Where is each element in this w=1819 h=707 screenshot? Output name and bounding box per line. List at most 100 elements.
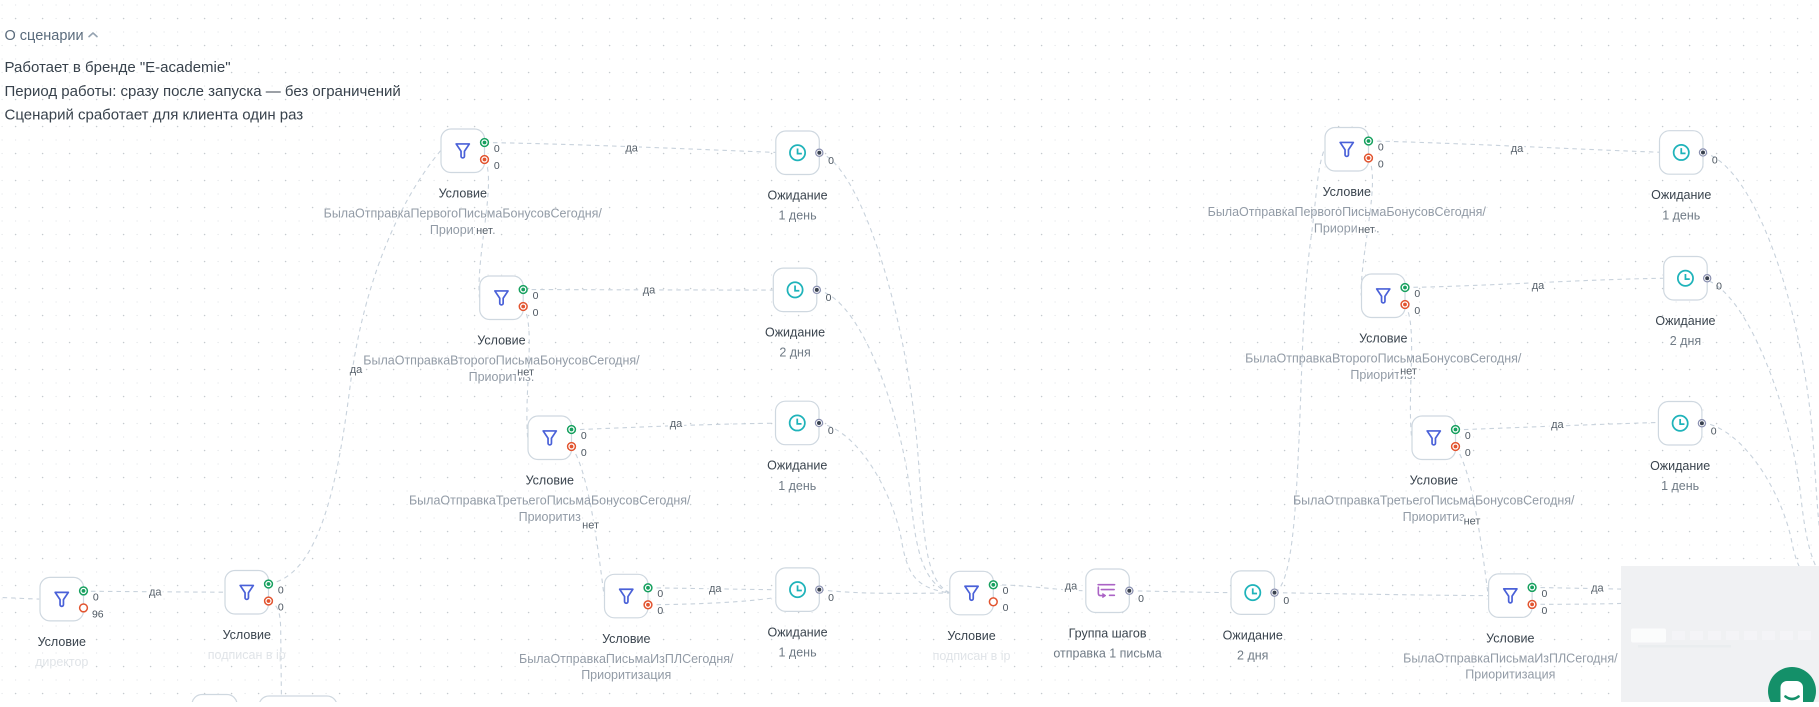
svg-text:1 день: 1 день [779, 209, 817, 223]
svg-text:0: 0 [1283, 595, 1289, 607]
svg-text:Условие: Условие [947, 629, 995, 643]
svg-text:да: да [1551, 419, 1564, 431]
svg-text:0: 0 [533, 307, 539, 319]
svg-text:Приоритизация: Приоритизация [1465, 668, 1555, 682]
svg-text:О сценарии: О сценарии [5, 28, 84, 44]
svg-text:нет: нет [1400, 366, 1417, 378]
svg-text:БылаОтправкаТретьегоПисьмаБону: БылаОтправкаТретьегоПисьмаБонусовСегодня… [409, 494, 691, 508]
svg-text:0: 0 [1378, 158, 1384, 170]
svg-text:96: 96 [92, 608, 104, 620]
svg-text:Ожидание: Ожидание [1223, 628, 1283, 642]
svg-text:Сценарий сработает для клиента: Сценарий сработает для клиента один раз [5, 107, 304, 124]
svg-text:нет: нет [517, 367, 534, 379]
svg-text:1 день: 1 день [779, 646, 817, 660]
svg-text:Группа шагов: Группа шагов [1069, 627, 1147, 641]
svg-text:нет: нет [1464, 516, 1481, 528]
svg-text:0: 0 [1138, 593, 1144, 605]
svg-text:0: 0 [533, 290, 539, 302]
svg-text:Условие: Условие [1359, 332, 1407, 346]
svg-text:0: 0 [828, 592, 834, 604]
svg-text:0: 0 [1541, 605, 1547, 617]
svg-text:0: 0 [494, 143, 500, 155]
svg-text:Приоритиз.: Приоритиз. [469, 370, 535, 384]
svg-text:2 дня: 2 дня [1237, 649, 1268, 663]
svg-text:Ожидание: Ожидание [767, 625, 827, 639]
svg-text:0: 0 [657, 605, 663, 617]
svg-text:нет: нет [582, 520, 599, 532]
svg-text:да: да [1511, 143, 1524, 155]
svg-text:директор: директор [35, 655, 88, 669]
svg-text:Условие: Условие [38, 635, 86, 649]
svg-text:Приоритиз: Приоритиз [519, 510, 582, 524]
svg-text:0: 0 [828, 155, 834, 167]
svg-text:Ожидание: Ожидание [767, 459, 827, 473]
svg-text:нет: нет [1358, 224, 1375, 236]
svg-text:Приоритиз.: Приоритиз. [1314, 221, 1380, 235]
svg-text:Приоритиз.: Приоритиз. [1350, 368, 1416, 382]
svg-text:0: 0 [494, 160, 500, 172]
svg-text:Условие: Условие [602, 632, 650, 646]
svg-text:да: да [1065, 581, 1078, 593]
svg-text:0: 0 [93, 591, 99, 603]
svg-text:да: да [670, 418, 683, 430]
svg-text:Условие: Условие [526, 474, 574, 488]
svg-text:Ожидание: Ожидание [765, 326, 825, 340]
svg-text:БылаОтправкаПисьмаИзПЛСегодня/: БылаОтправкаПисьмаИзПЛСегодня/ [1403, 652, 1618, 666]
svg-text:Период работы: сразу после зап: Период работы: сразу после запуска — без… [5, 83, 401, 100]
svg-text:2 дня: 2 дня [779, 346, 810, 360]
svg-text:0: 0 [1414, 305, 1420, 317]
svg-text:Работает в бренде "E-academie": Работает в бренде "E-academie" [5, 59, 231, 76]
svg-text:0: 0 [581, 447, 587, 459]
svg-text:0: 0 [826, 292, 832, 304]
svg-text:отправка 1 письма: отправка 1 письма [1053, 647, 1161, 661]
svg-text:2 дня: 2 дня [1670, 334, 1701, 348]
svg-text:БылаОтправкаПисьмаИзПЛСегодня/: БылаОтправкаПисьмаИзПЛСегодня/ [519, 652, 734, 666]
svg-text:0: 0 [1465, 430, 1471, 442]
svg-text:0: 0 [1465, 447, 1471, 459]
svg-text:нет: нет [476, 225, 493, 237]
svg-text:0: 0 [1003, 602, 1009, 614]
svg-text:Ожидание: Ожидание [1650, 459, 1710, 473]
svg-text:да: да [643, 285, 656, 297]
svg-text:0: 0 [1541, 588, 1547, 600]
svg-text:подписан в ip: подписан в ip [208, 648, 286, 662]
svg-text:Условие: Условие [439, 187, 487, 201]
svg-text:0: 0 [1716, 280, 1722, 292]
svg-text:БылаОтправкаВторогоПисьмаБонус: БылаОтправкаВторогоПисьмаБонусовСегодня/ [363, 354, 640, 368]
svg-text:да: да [149, 586, 162, 598]
svg-text:0: 0 [278, 584, 284, 596]
svg-text:да: да [625, 143, 638, 155]
svg-text:0: 0 [581, 430, 587, 442]
svg-text:да: да [1591, 583, 1604, 595]
svg-text:1 день: 1 день [1662, 208, 1700, 222]
svg-text:0: 0 [657, 588, 663, 600]
svg-text:0: 0 [828, 425, 834, 437]
svg-text:Ожидание: Ожидание [767, 189, 827, 203]
svg-text:Условие: Условие [1486, 631, 1534, 645]
svg-text:1 день: 1 день [778, 479, 816, 493]
svg-text:0: 0 [1712, 155, 1718, 167]
svg-text:Условие: Условие [1410, 474, 1458, 488]
svg-text:Приоритиз: Приоритиз [1403, 510, 1466, 524]
svg-text:БылаОтправкаТретьегоПисьмаБону: БылаОтправкаТретьегоПисьмаБонусовСегодня… [1293, 494, 1575, 508]
svg-text:0: 0 [1711, 425, 1717, 437]
svg-text:БылаОтправкаВторогоПисьмаБонус: БылаОтправкаВторогоПисьмаБонусовСегодня/ [1245, 352, 1522, 366]
svg-text:БылаОтправкаПервогоПисьмаБонус: БылаОтправкаПервогоПисьмаБонусовСегодня/ [1208, 205, 1487, 219]
svg-text:Ожидание: Ожидание [1651, 188, 1711, 202]
svg-text:да: да [709, 583, 722, 595]
svg-text:0: 0 [278, 601, 284, 613]
svg-text:Условие: Условие [223, 628, 271, 642]
svg-text:подписан в ip: подписан в ip [933, 649, 1011, 663]
svg-text:0: 0 [1003, 585, 1009, 597]
svg-text:Условие: Условие [1323, 185, 1371, 199]
svg-text:Приоритизация: Приоритизация [581, 668, 671, 682]
svg-text:0: 0 [1378, 141, 1384, 153]
svg-text:0: 0 [1414, 288, 1420, 300]
svg-text:БылаОтправкаПервогоПисьмаБонус: БылаОтправкаПервогоПисьмаБонусовСегодня/ [324, 207, 603, 221]
svg-text:да: да [350, 364, 363, 376]
svg-text:Ожидание: Ожидание [1655, 314, 1715, 328]
svg-text:1 день: 1 день [1661, 479, 1699, 493]
svg-text:Условие: Условие [477, 334, 525, 348]
svg-text:да: да [1532, 280, 1545, 292]
svg-text:Приоритиз.: Приоритиз. [430, 223, 496, 237]
